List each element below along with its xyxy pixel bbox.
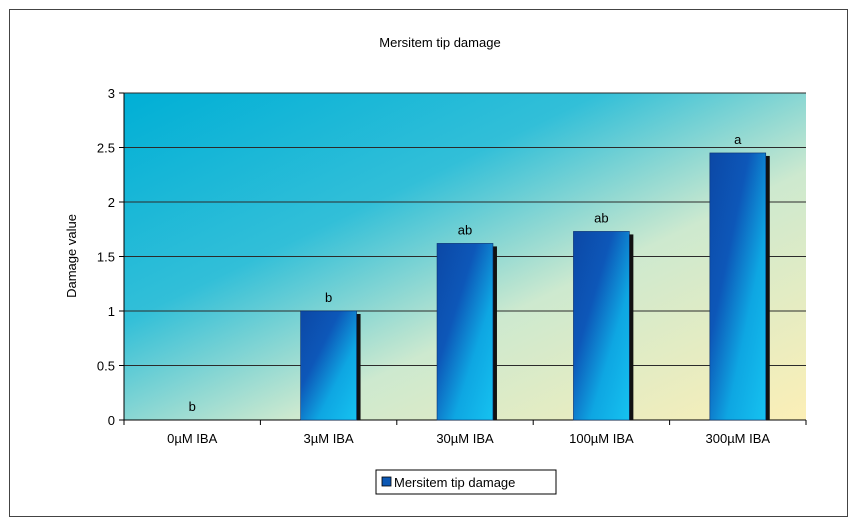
y-tick-label: 1.5 bbox=[97, 250, 115, 265]
chart-frame: Mersitem tip damage 0 0.5 1 1.5 2 2.5 3 0µM IB… bbox=[9, 9, 848, 517]
bar[interactable] bbox=[709, 152, 767, 421]
y-tick-label: 2.5 bbox=[97, 141, 115, 156]
bar[interactable] bbox=[300, 310, 357, 421]
legend-box bbox=[375, 469, 557, 495]
data-label: b bbox=[189, 399, 196, 414]
y-tick-label: 0 bbox=[108, 413, 115, 428]
data-label: b bbox=[325, 290, 332, 305]
y-axis-title: Damage value bbox=[64, 214, 79, 298]
x-tick-label: 300µM IBA bbox=[706, 431, 771, 446]
bar[interactable] bbox=[573, 231, 630, 421]
legend[interactable]: Mersitem tip damage bbox=[375, 469, 557, 495]
x-tick-label: 3µM IBA bbox=[304, 431, 354, 446]
data-labels: b b ab ab a bbox=[189, 132, 743, 414]
y-tick-label: 1 bbox=[108, 304, 115, 319]
bar-chart: Mersitem tip damage 0 0.5 1 1.5 2 2.5 3 0µM IB… bbox=[64, 35, 807, 495]
legend-swatch-icon bbox=[381, 476, 392, 487]
y-tick-label: 3 bbox=[108, 86, 115, 101]
chart-title: Mersitem tip damage bbox=[379, 35, 500, 50]
data-label: ab bbox=[458, 222, 472, 237]
bar[interactable] bbox=[436, 243, 494, 421]
data-label: ab bbox=[594, 210, 608, 225]
y-tick-label: 0.5 bbox=[97, 359, 115, 374]
y-axis: 0 0.5 1 1.5 2 2.5 3 bbox=[97, 86, 125, 428]
x-tick-label: 100µM IBA bbox=[569, 431, 634, 446]
y-tick-label: 2 bbox=[108, 195, 115, 210]
x-axis: 0µM IBA 3µM IBA 30µM IBA 100µM IBA 300µM IBA bbox=[123, 419, 807, 446]
legend-label: Mersitem tip damage bbox=[394, 475, 515, 490]
x-tick-label: 30µM IBA bbox=[436, 431, 494, 446]
bars bbox=[300, 152, 770, 421]
data-label: a bbox=[734, 132, 742, 147]
x-tick-label: 0µM IBA bbox=[167, 431, 217, 446]
